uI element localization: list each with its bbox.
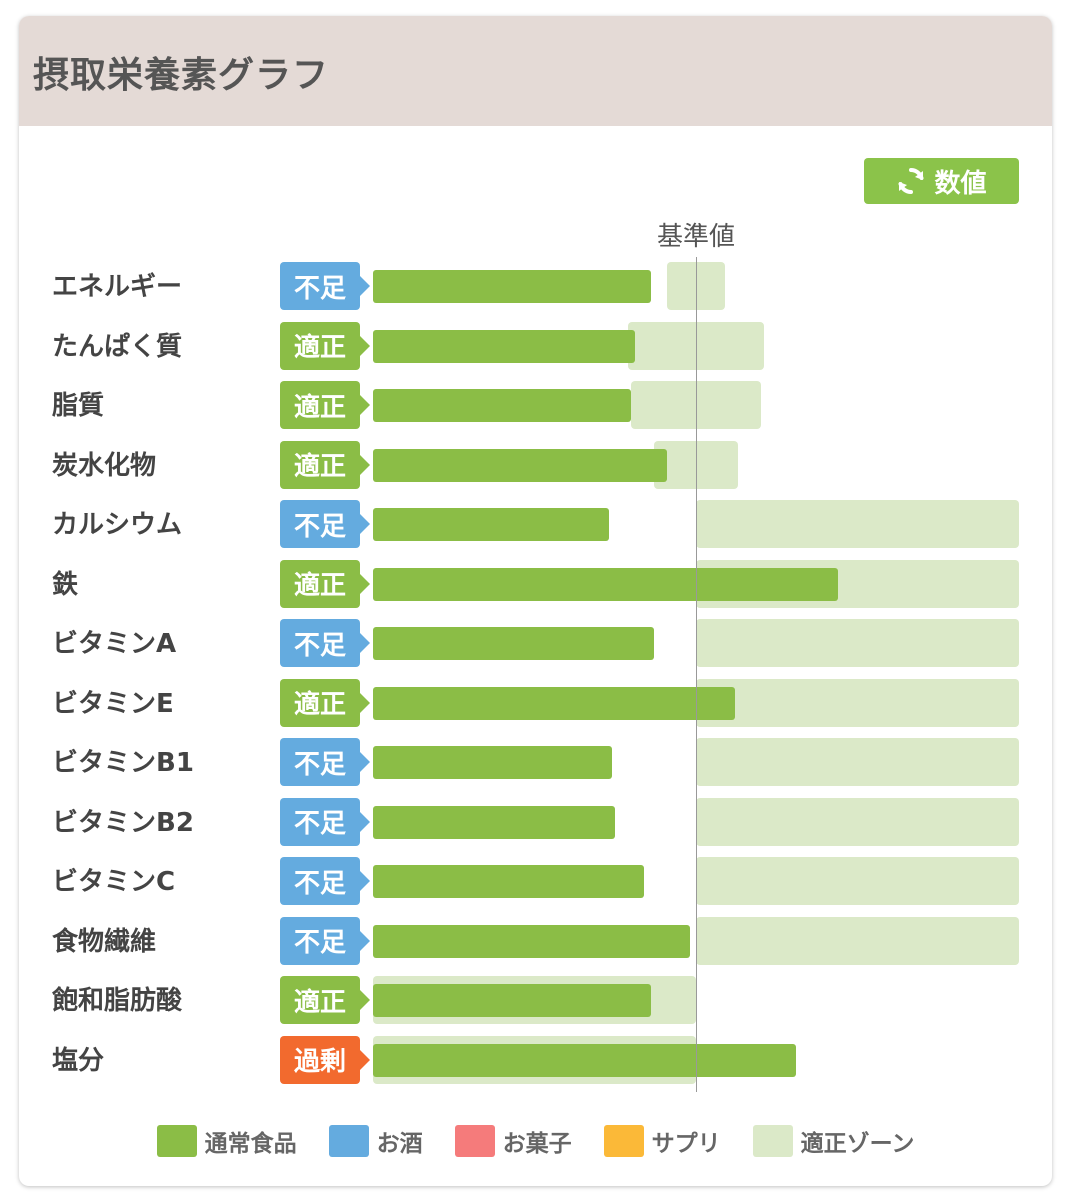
legend-label: 適正ゾーン xyxy=(800,1131,915,1157)
status-badge-arrow xyxy=(360,573,370,594)
numeric-toggle-label: 数値 xyxy=(934,168,987,199)
intake-bar xyxy=(373,805,616,839)
status-badge-arrow xyxy=(360,692,370,713)
nutrient-label: ビタミンC xyxy=(52,867,176,897)
status-badge: 不足 xyxy=(280,857,370,905)
baseline-line xyxy=(696,257,697,1092)
optimal-zone xyxy=(631,381,761,429)
status-badge-arrow xyxy=(360,514,370,534)
optimal-zone xyxy=(696,916,1019,965)
refresh-icon xyxy=(898,168,924,194)
intake-bar xyxy=(373,389,632,422)
intake-bar xyxy=(373,924,690,958)
nutrient-label: ビタミンB1 xyxy=(52,748,194,778)
nutrient-label: 食物繊維 xyxy=(52,926,157,957)
status-badge-arrow xyxy=(360,990,370,1010)
status-badge: 適正 xyxy=(280,321,370,370)
nutrient-label: 塩分 xyxy=(52,1045,105,1076)
legend-swatch xyxy=(454,1125,495,1157)
legend-item: 適正ゾーン xyxy=(752,1124,915,1158)
status-badge-arrow xyxy=(360,454,370,475)
status-badge-arrow xyxy=(360,871,370,891)
status-badge: 不足 xyxy=(280,262,370,310)
optimal-zone xyxy=(696,857,1019,905)
nutrient-label: カルシウム xyxy=(52,510,183,540)
status-badge: 不足 xyxy=(280,916,370,965)
nutrient-chart: 基準値 エネルギー 不足 たんぱく質 適正 脂質 適正 炭水化物 適正 カルシウム 不足鉄適正 ビタ… xyxy=(19,16,1052,1186)
optimal-zone xyxy=(666,262,726,310)
card-title: 摂取栄養素グラフ xyxy=(33,55,330,96)
nutrient-label: エネルギー xyxy=(52,272,183,302)
nutrient-label: 脂質 xyxy=(52,391,105,421)
legend-item: お酒 xyxy=(328,1124,423,1158)
intake-bar xyxy=(373,627,654,660)
nutrient-label: 炭水化物 xyxy=(52,450,157,481)
intake-bar xyxy=(373,1043,797,1077)
optimal-zone xyxy=(628,321,764,370)
status-badge: 適正 xyxy=(280,440,370,489)
legend-swatch xyxy=(328,1125,369,1157)
optimal-zone xyxy=(696,619,1019,667)
status-badge-arrow xyxy=(360,811,370,832)
intake-bar xyxy=(373,865,645,898)
status-badge: 適正 xyxy=(280,559,370,608)
legend-label: 通常食品 xyxy=(204,1131,297,1157)
status-badge-arrow xyxy=(360,335,370,356)
optimal-zone xyxy=(696,678,1019,727)
legend-label: お酒 xyxy=(376,1131,423,1157)
status-badge-arrow xyxy=(360,752,370,772)
status-badge: 適正 xyxy=(280,976,370,1024)
nutrient-label: ビタミンA xyxy=(52,629,177,659)
legend-swatch xyxy=(603,1125,644,1157)
legend-label: お菓子 xyxy=(502,1131,572,1157)
status-badge: 適正 xyxy=(280,678,370,727)
nutrient-card: 摂取栄養素グラフ 数値 基準値 エネルギー 不足 たんぱく質 適正 脂質 適正 炭水化物 適正… xyxy=(19,16,1052,1186)
chart-legend: 通常食品 お酒 お菓子 サプリ 適正ゾーン xyxy=(19,1124,1052,1158)
legend-label: サプリ xyxy=(651,1131,721,1157)
intake-bar xyxy=(373,984,651,1017)
intake-bar xyxy=(373,508,609,541)
legend-item: 通常食品 xyxy=(156,1124,297,1158)
baseline-label: 基準値 xyxy=(656,222,736,252)
optimal-zone xyxy=(696,500,1019,548)
optimal-zone xyxy=(696,797,1019,846)
intake-bar xyxy=(373,329,635,363)
intake-bar xyxy=(373,686,735,720)
status-badge: 適正 xyxy=(280,381,370,429)
nutrient-label: ビタミンB2 xyxy=(52,807,194,838)
intake-bar xyxy=(373,567,839,601)
status-badge-arrow xyxy=(360,930,370,951)
nutrient-label: 鉄 xyxy=(52,569,79,600)
numeric-toggle-button[interactable]: 数値 xyxy=(864,158,1019,204)
optimal-zone xyxy=(654,440,738,489)
card-header: 摂取栄養素グラフ xyxy=(19,16,1052,126)
status-badge-arrow xyxy=(360,276,370,296)
intake-bar xyxy=(373,448,667,482)
status-badge-arrow xyxy=(360,1049,370,1070)
legend-item: お菓子 xyxy=(454,1124,572,1158)
nutrient-label: ビタミンE xyxy=(52,688,174,719)
legend-swatch xyxy=(156,1125,197,1157)
nutrient-label: たんぱく質 xyxy=(52,331,183,362)
status-badge: 不足 xyxy=(280,738,370,786)
legend-swatch xyxy=(752,1125,793,1157)
nutrient-label: 飽和脂肪酸 xyxy=(52,986,183,1016)
optimal-zone xyxy=(696,738,1019,786)
intake-bar xyxy=(373,270,651,303)
status-badge-arrow xyxy=(360,633,370,653)
status-badge-arrow xyxy=(360,395,370,415)
status-badge: 過剰 xyxy=(280,1035,370,1084)
status-badge: 不足 xyxy=(280,500,370,548)
status-badge: 不足 xyxy=(280,797,370,846)
legend-item: サプリ xyxy=(603,1124,721,1158)
intake-bar xyxy=(373,746,613,779)
status-badge: 不足 xyxy=(280,619,370,667)
